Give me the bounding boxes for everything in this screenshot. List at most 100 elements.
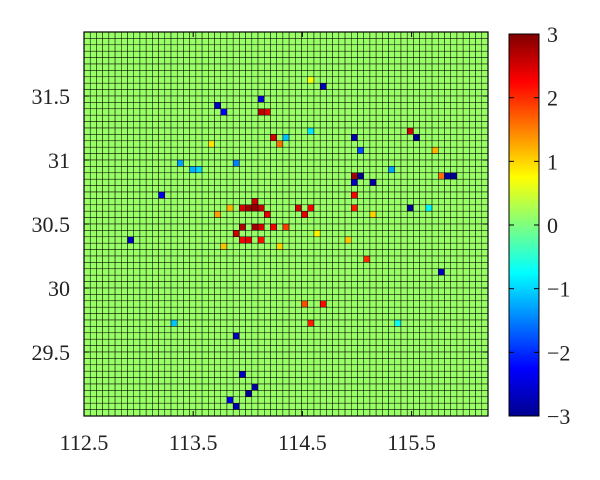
- heatmap-cell: [438, 140, 445, 148]
- heatmap-cell: [332, 358, 340, 366]
- heatmap-cell: [232, 198, 240, 206]
- heatmap-cell: [139, 223, 147, 231]
- heatmap-cell: [239, 146, 246, 154]
- heatmap-cell: [338, 287, 346, 295]
- heatmap-cell: [270, 140, 277, 148]
- heatmap-cell: [357, 140, 364, 148]
- heatmap-cell: [406, 287, 414, 295]
- heatmap-cell: [288, 268, 296, 276]
- heatmap-cell: [164, 358, 172, 366]
- heatmap-cell: [475, 281, 483, 289]
- heatmap-cell: [438, 70, 445, 78]
- heatmap-cell: [363, 313, 371, 321]
- heatmap-cell: [288, 153, 296, 161]
- heatmap-cell: [208, 377, 215, 385]
- heatmap-cell: [351, 300, 358, 308]
- heatmap-cell: [313, 57, 321, 65]
- heatmap-cell: [363, 134, 371, 142]
- heatmap-cell: [332, 114, 340, 122]
- heatmap-cell: [295, 274, 302, 282]
- heatmap-cell: [158, 191, 166, 199]
- heatmap-cell: [201, 57, 209, 65]
- heatmap-cell: [307, 345, 315, 353]
- heatmap-cell: [295, 319, 302, 327]
- heatmap-cell: [133, 153, 141, 161]
- heatmap-cell: [226, 38, 234, 46]
- heatmap-cell: [282, 82, 290, 90]
- heatmap-cell: [307, 268, 315, 276]
- heatmap-cell: [469, 281, 476, 289]
- heatmap-cell: [251, 217, 259, 225]
- y-tick-label: 30.5: [32, 212, 71, 237]
- heatmap-cell: [450, 89, 458, 97]
- heatmap-cell: [413, 390, 420, 398]
- heatmap-cell: [351, 249, 358, 257]
- heatmap-cell: [319, 134, 327, 142]
- heatmap-cell: [121, 44, 128, 52]
- heatmap-cell: [400, 287, 408, 295]
- heatmap-cell: [158, 217, 166, 225]
- heatmap-cell: [257, 300, 265, 308]
- heatmap-cell: [338, 44, 346, 52]
- heatmap-cell: [301, 377, 309, 385]
- heatmap-cell: [326, 95, 333, 103]
- heatmap-cell: [121, 95, 128, 103]
- heatmap-cell: [469, 402, 476, 410]
- heatmap-cell: [351, 274, 358, 282]
- heatmap-cell: [326, 281, 333, 289]
- heatmap-cell: [257, 159, 265, 167]
- heatmap-cell: [270, 262, 277, 270]
- heatmap-cell: [375, 166, 383, 174]
- heatmap-cell: [226, 50, 234, 58]
- heatmap-cell: [158, 313, 166, 321]
- heatmap-cell: [288, 82, 296, 90]
- heatmap-cell: [127, 345, 134, 353]
- heatmap-cell: [394, 76, 402, 84]
- heatmap-cell: [357, 236, 364, 244]
- heatmap-cell: [326, 50, 333, 58]
- heatmap-cell: [239, 185, 246, 193]
- heatmap-cell: [332, 76, 340, 84]
- heatmap-cell: [456, 57, 464, 65]
- heatmap-cell: [363, 89, 371, 97]
- heatmap-cell: [344, 351, 352, 359]
- heatmap-cell: [475, 364, 483, 372]
- heatmap-cell: [195, 313, 203, 321]
- heatmap-cell: [382, 262, 389, 270]
- heatmap-cell: [89, 306, 97, 314]
- heatmap-cell: [276, 57, 284, 65]
- heatmap-cell: [232, 236, 240, 244]
- heatmap-cell: [375, 370, 383, 378]
- heatmap-cell: [208, 121, 215, 129]
- heatmap-cell: [400, 409, 408, 417]
- heatmap-cell: [96, 236, 103, 244]
- heatmap-cell: [114, 191, 122, 199]
- heatmap-cell: [319, 178, 327, 186]
- heatmap-cell: [239, 274, 246, 282]
- heatmap-cell: [245, 166, 253, 174]
- heatmap-cell: [481, 390, 489, 398]
- heatmap-cell: [444, 242, 451, 250]
- heatmap-cell: [145, 108, 153, 116]
- heatmap-cell: [108, 364, 116, 372]
- heatmap-cell: [288, 338, 296, 346]
- heatmap-cell: [425, 294, 433, 302]
- heatmap-cell: [282, 326, 290, 334]
- heatmap-cell: [438, 383, 445, 391]
- heatmap-cell: [133, 134, 141, 142]
- heatmap-cell: [121, 326, 128, 334]
- heatmap-cell: [108, 332, 116, 340]
- heatmap-cell: [183, 358, 190, 366]
- heatmap-cell: [400, 63, 408, 71]
- heatmap-cell: [183, 300, 190, 308]
- heatmap-cell: [326, 402, 333, 410]
- heatmap-cell: [220, 223, 228, 231]
- heatmap-cell: [400, 204, 408, 212]
- heatmap-cell: [413, 236, 420, 244]
- heatmap-cell: [425, 313, 433, 321]
- heatmap-cell: [394, 390, 402, 398]
- heatmap-cell: [89, 198, 97, 206]
- heatmap-cell: [152, 287, 159, 295]
- heatmap-cell: [152, 159, 159, 167]
- heatmap-cell: [394, 108, 402, 116]
